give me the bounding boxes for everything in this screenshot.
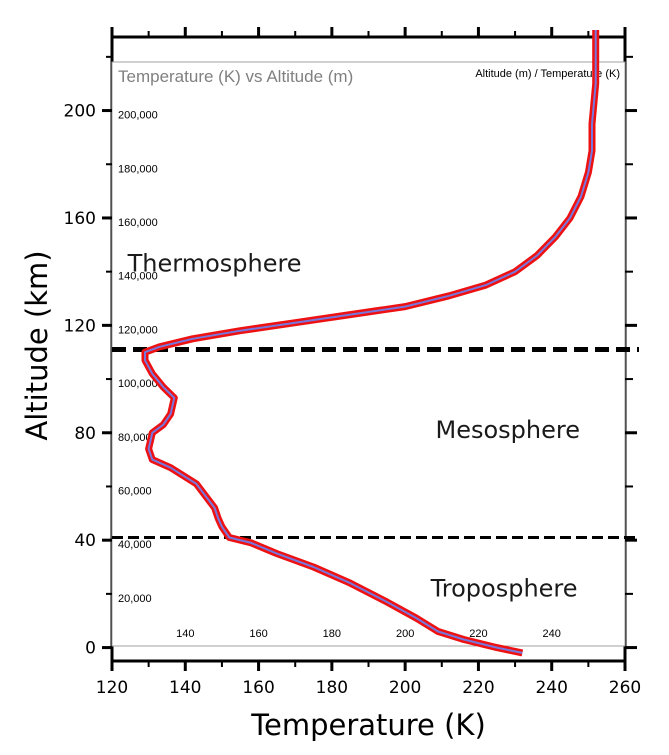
inner-y-tick-label: 160,000: [118, 217, 158, 229]
temperature-profile-series: [141, 30, 600, 657]
layer-label-mesosphere: Mesosphere: [436, 416, 580, 444]
x-tick-label: 180: [316, 678, 348, 698]
inner-x-tick-label: 200: [396, 628, 414, 640]
y-axis-title: Altitude (km): [20, 250, 54, 440]
inner-y-tick-label: 100,000: [118, 378, 158, 390]
inner-panel-title: Temperature (K) vs Altitude (m): [118, 67, 353, 86]
inner-x-tick-label: 240: [543, 628, 561, 640]
layer-boundaries: [112, 347, 639, 539]
y-tick-label: 80: [74, 424, 96, 444]
x-tick-label: 160: [242, 678, 274, 698]
inner-x-tick-label: 220: [469, 628, 487, 640]
layer-label-thermosphere: Thermosphere: [127, 250, 302, 278]
inner-panel-legend: Altitude (m) / Temperature (K): [475, 68, 620, 80]
axis-ticks: 120 140 160 180 200 220 240 260 0 40 80 120 160 200: [64, 27, 641, 698]
x-tick-label: 220: [462, 678, 494, 698]
layer-labels: Thermosphere Mesosphere Troposphere: [127, 250, 580, 603]
inner-panel: Temperature (K) vs Altitude (m) Altitude…: [111, 61, 626, 647]
inner-y-tick-label: 80,000: [118, 432, 152, 444]
inner-y-tick-label: 140,000: [118, 271, 158, 283]
x-tick-label: 240: [535, 678, 567, 698]
inner-y-tick-label: 20,000: [118, 593, 152, 605]
x-tick-label: 200: [389, 678, 421, 698]
inner-x-tick-label: 180: [323, 628, 341, 640]
x-tick-label: 120: [96, 678, 128, 698]
layer-label-troposphere: Troposphere: [430, 575, 578, 603]
inner-y-tick-label: 180,000: [118, 163, 158, 175]
y-tick-label: 120: [64, 316, 96, 336]
inner-y-tick-label: 200,000: [118, 110, 158, 122]
x-tick-label: 140: [169, 678, 201, 698]
inner-y-tick-label: 60,000: [118, 485, 152, 497]
inner-y-tick-label: 120,000: [118, 324, 158, 336]
y-tick-label: 0: [85, 639, 96, 659]
profile-line-inner: [144, 30, 597, 654]
y-tick-label: 200: [64, 102, 96, 122]
inner-y-tick-label: 40,000: [118, 539, 152, 551]
x-axis-title: Temperature (K): [250, 708, 486, 742]
y-tick-label: 40: [74, 531, 96, 551]
inner-x-tick-label: 160: [249, 628, 267, 640]
inner-x-tick-label: 140: [176, 628, 194, 640]
x-tick-label: 260: [609, 678, 641, 698]
y-tick-label: 160: [64, 209, 96, 229]
inner-panel-background: [111, 61, 626, 647]
